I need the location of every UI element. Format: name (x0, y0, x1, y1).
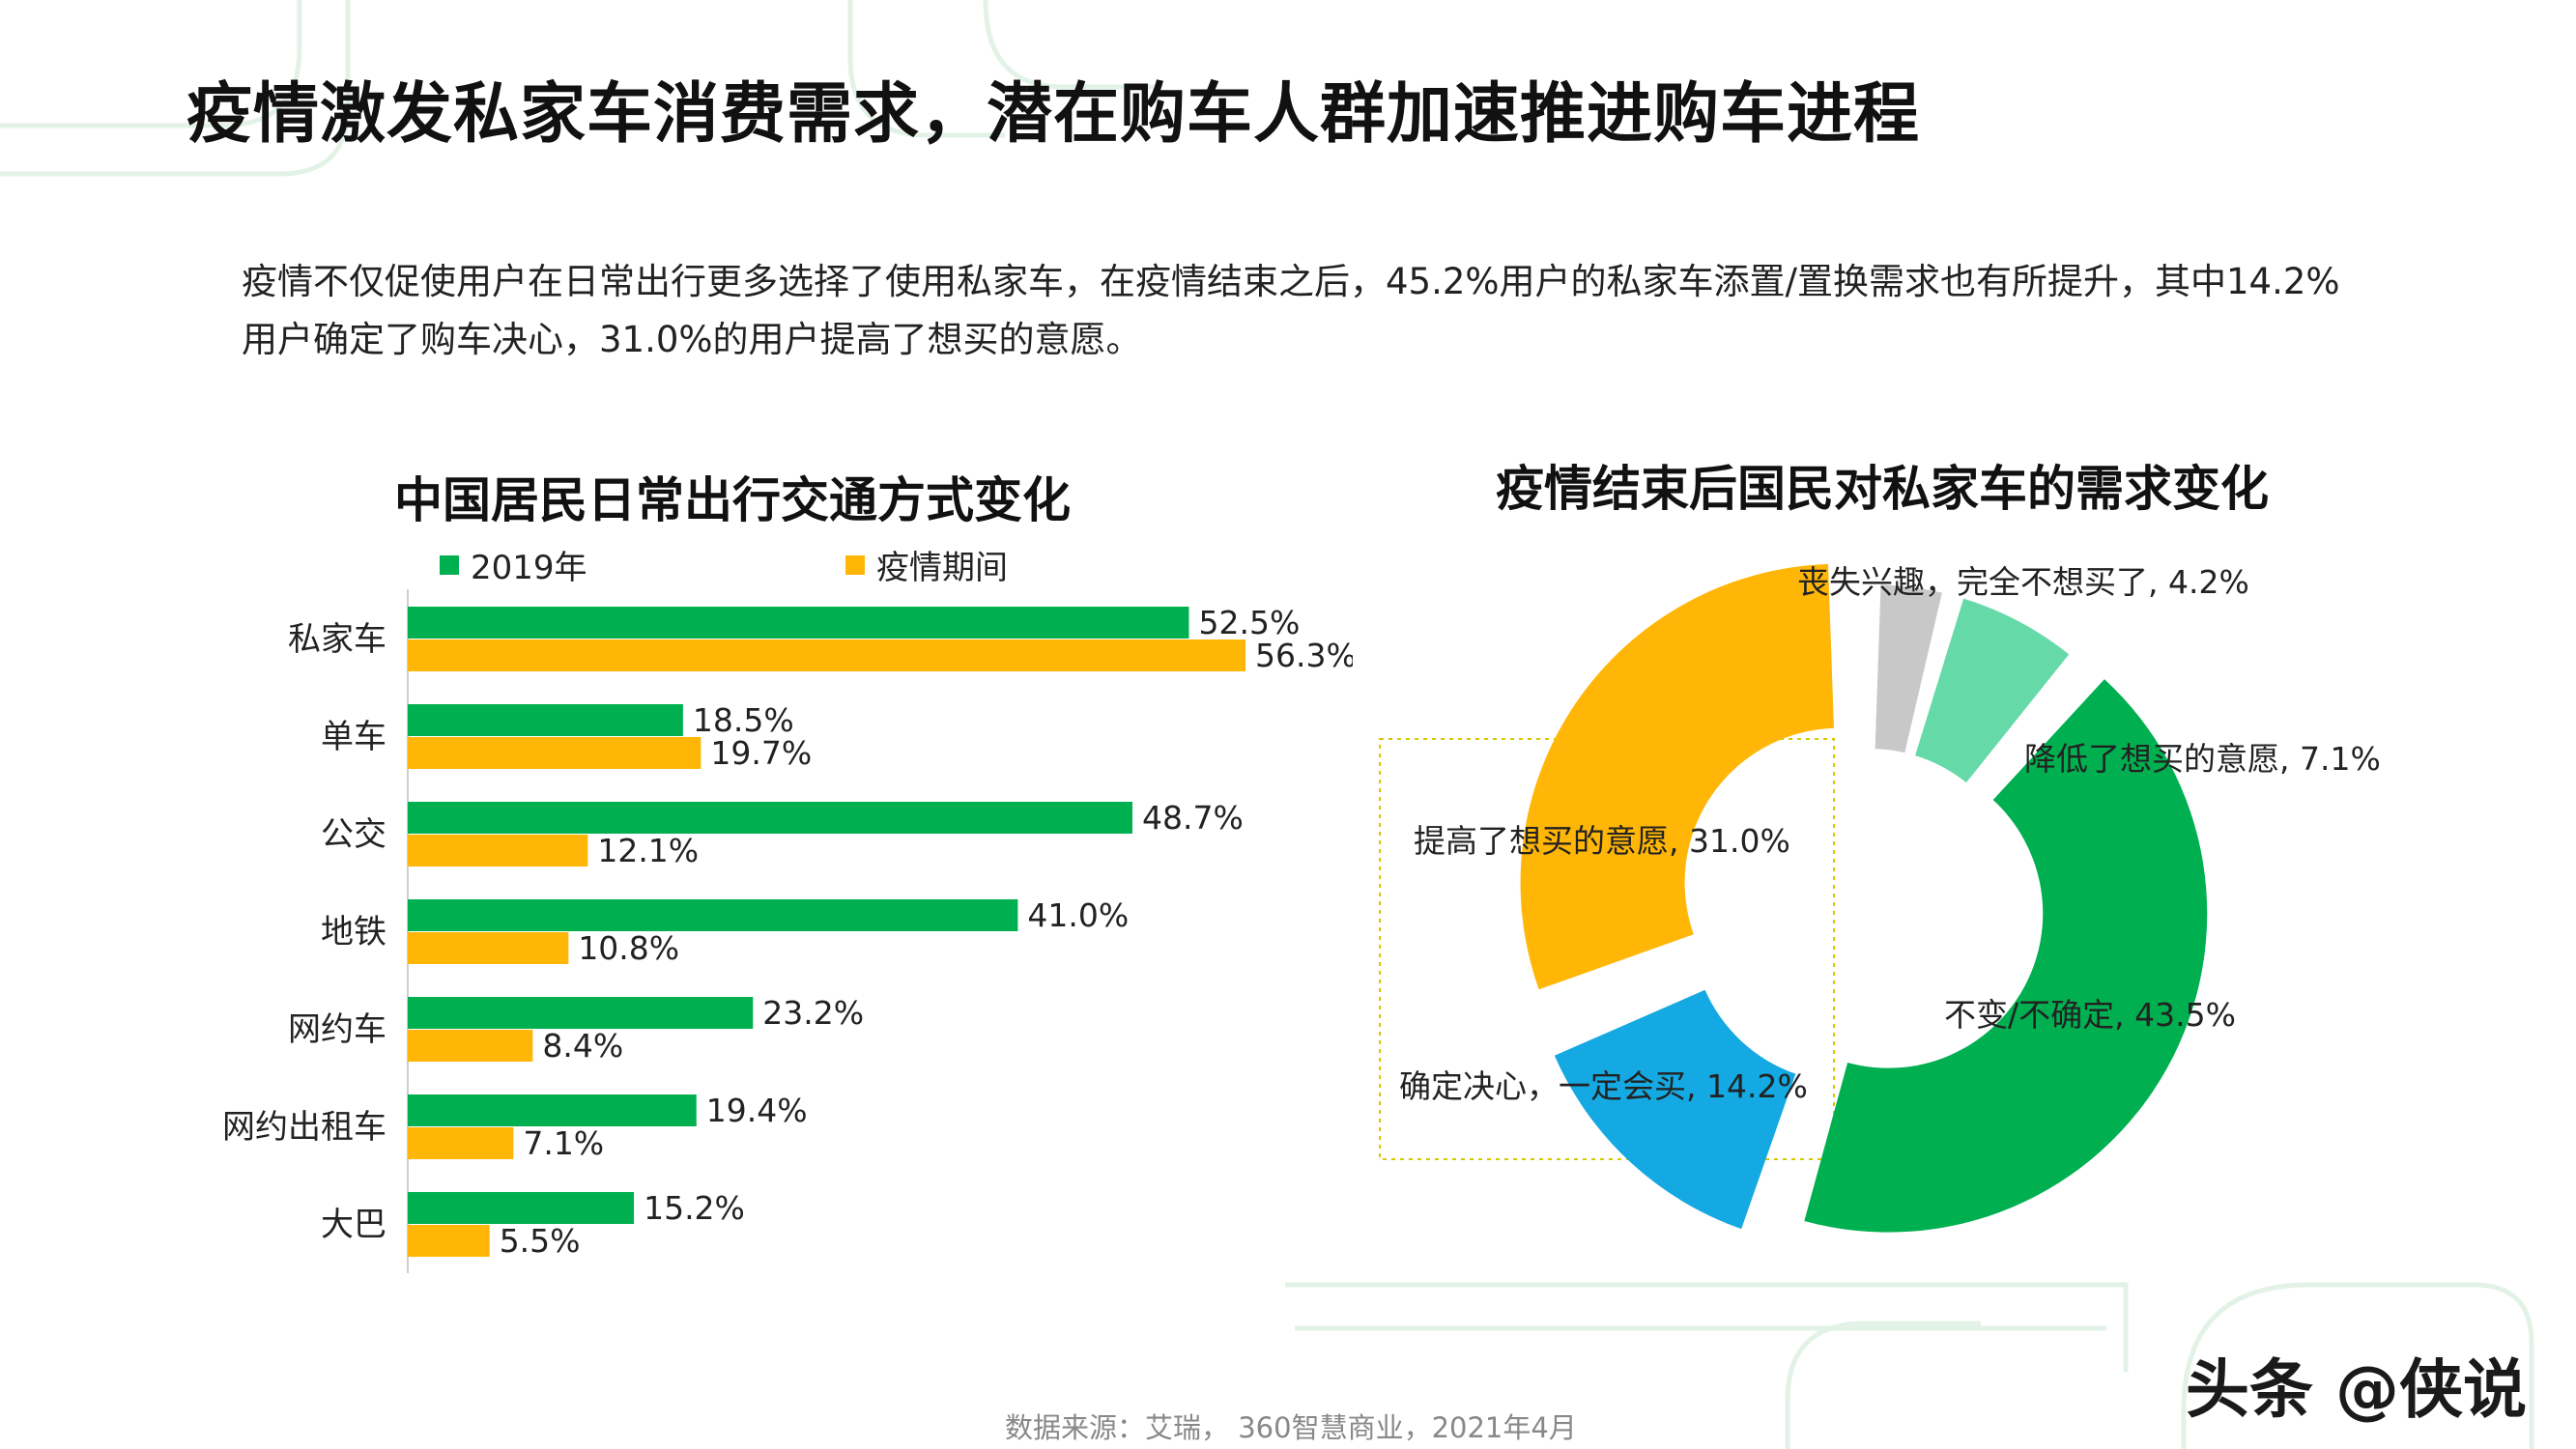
bar-2019 (408, 1094, 697, 1126)
data-source: 数据来源：艾瑞， 360智慧商业，2021年4月 (1005, 1411, 1577, 1444)
bar-epidemic (408, 932, 569, 964)
bar-value-label: 12.1% (597, 832, 699, 869)
bar-2019 (408, 1192, 635, 1224)
bar-epidemic (408, 835, 588, 867)
bar-value-label: 41.0% (1027, 896, 1129, 934)
bar-value-label: 7.1% (523, 1124, 604, 1162)
bar-value-label: 56.3% (1255, 637, 1353, 674)
slice-label: 提高了想买的意愿, 31.0% (1414, 822, 1790, 860)
watermark: 头条 @侠说 (2186, 1352, 2527, 1427)
donut-slice (1915, 598, 2070, 783)
legend-epidemic: 疫情期间 (845, 541, 1008, 588)
bar-epidemic (408, 737, 701, 769)
donut-slice (1554, 989, 1796, 1230)
legend-label-2019: 2019年 (471, 549, 587, 587)
bar-epidemic (408, 1030, 533, 1062)
slice-label: 丧失兴趣，完全不想买了, 4.2% (1797, 563, 2249, 601)
bar-value-label: 18.5% (693, 701, 794, 739)
bar-2019 (408, 997, 754, 1029)
bar-epidemic (408, 1225, 490, 1257)
category-label: 大巴 (321, 1206, 386, 1244)
bar-2019 (408, 899, 1018, 931)
donut-slice (1804, 679, 2208, 1233)
bar-2019 (408, 607, 1189, 639)
category-label: 单车 (321, 718, 386, 756)
legend-2019: 2019年 (440, 541, 587, 588)
donut-slice (1520, 563, 1834, 990)
category-label: 网约出租车 (222, 1108, 386, 1147)
bar-value-label: 48.7% (1142, 799, 1244, 837)
bar-chart: 私家车 52.5%56.3% 单车 18.5%19.7% 公交 48.7% 12.1% 地铁 4… (222, 589, 1353, 1273)
legend-swatch-green (440, 554, 459, 575)
bar-value-label: 52.5% (1199, 604, 1301, 641)
slice-label: 不变/不确定, 43.5% (1944, 996, 2236, 1034)
donut-chart: 丧失兴趣，完全不想买了, 4.2% 降低了想买的意愿, 7.1% 不变/不确定, 4… (1379, 563, 2381, 1233)
legend-swatch-orange (845, 554, 865, 575)
bar-value-label: 8.4% (542, 1027, 623, 1065)
category-label: 公交 (321, 815, 386, 854)
bar-chart-title: 中国居民日常出行交通方式变化 (394, 472, 1071, 528)
bar-value-label: 23.2% (762, 994, 864, 1032)
category-label: 私家车 (288, 620, 386, 659)
donut-chart-title: 疫情结束后国民对私家车的需求变化 (1496, 461, 2269, 517)
legend-label-epidemic: 疫情期间 (876, 549, 1008, 587)
category-label: 地铁 (321, 913, 386, 952)
bar-value-label: 19.7% (710, 734, 812, 772)
donut-slice (1875, 584, 1942, 753)
bar-epidemic (408, 1127, 514, 1159)
bar-value-label: 15.2% (644, 1189, 745, 1227)
bar-value-label: 10.8% (578, 929, 679, 967)
page-title: 疫情激发私家车消费需求，潜在购车人群加速推进购车进程 (186, 76, 1920, 153)
bar-2019 (408, 704, 683, 736)
bar-value-label: 19.4% (706, 1092, 808, 1129)
bar-value-label: 5.5% (500, 1222, 581, 1260)
bar-epidemic (408, 639, 1246, 671)
bar-2019 (408, 802, 1132, 834)
slice-label: 确定决心，一定会买, 14.2% (1399, 1067, 1808, 1105)
intro-paragraph: 疫情不仅促使用户在日常出行更多选择了使用私家车，在疫情结束之后，45.2%用户的… (242, 261, 2340, 360)
category-label: 网约车 (288, 1010, 386, 1049)
slice-label: 降低了想买的意愿, 7.1% (2024, 740, 2381, 778)
